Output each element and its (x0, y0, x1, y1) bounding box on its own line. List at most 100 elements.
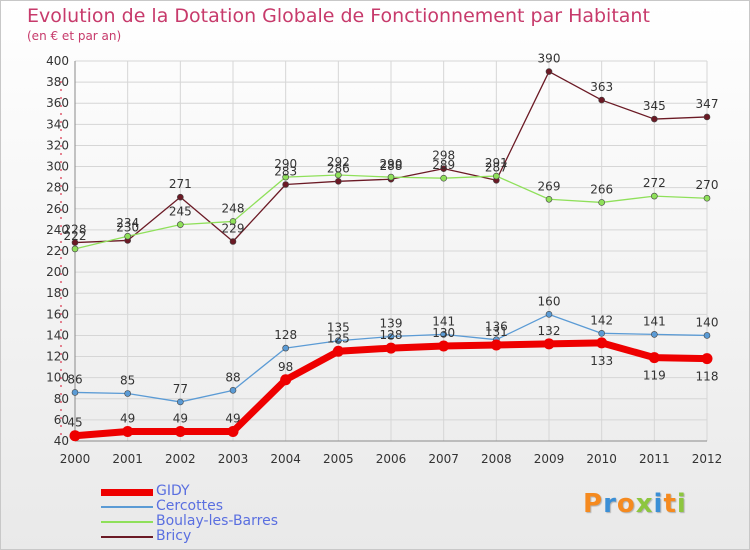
y-tick-label: 40 (54, 434, 69, 448)
data-point-cercottes (282, 344, 289, 352)
y-tick-label: 160 (46, 307, 69, 321)
x-tick-label: 2010 (586, 452, 617, 466)
x-tick-label: 2005 (323, 452, 354, 466)
logo-letter: x (635, 489, 654, 519)
y-tick-label: 200 (46, 265, 69, 279)
legend-swatch-bricy (101, 536, 153, 538)
y-tick-label: 80 (54, 392, 69, 406)
data-label-bricy: 283 (274, 165, 297, 179)
x-tick-label: 2009 (534, 452, 565, 466)
data-point-cercottes (335, 337, 342, 345)
x-tick-label: 2000 (60, 452, 91, 466)
data-point-boulay-les-barres (545, 195, 553, 203)
data-point-gidy (543, 338, 555, 350)
data-label-bricy: 286 (327, 161, 350, 175)
x-tick-label: 2008 (481, 452, 512, 466)
data-label-cercottes: 135 (327, 321, 350, 335)
data-label-boulay-les-barres: 290 (380, 157, 403, 171)
data-point-boulay-les-barres (598, 199, 605, 206)
legend-label-cercottes: Cercottes (156, 498, 223, 514)
legend-swatch-gidy (101, 488, 153, 496)
y-tick-label: 240 (46, 223, 69, 237)
data-label-gidy: 49 (173, 412, 188, 426)
data-point-bricy (703, 113, 711, 121)
data-label-boulay-les-barres: 291 (485, 156, 508, 170)
data-label-boulay-les-barres: 248 (222, 201, 245, 215)
data-point-boulay-les-barres (440, 174, 447, 182)
x-tick-label: 2007 (428, 452, 459, 466)
data-point-gidy (490, 339, 502, 351)
data-point-boulay-les-barres (493, 172, 500, 180)
data-label-bricy: 298 (432, 149, 455, 163)
y-tick-label: 60 (54, 413, 69, 427)
data-label-gidy: 133 (590, 354, 613, 368)
data-label-bricy: 228 (64, 223, 87, 237)
data-point-bricy (651, 115, 658, 123)
logo-letter: i (653, 489, 664, 519)
data-label-cercottes: 86 (67, 372, 82, 386)
data-point-bricy (545, 68, 553, 75)
data-point-gidy (69, 430, 81, 442)
data-label-boulay-les-barres: 234 (116, 216, 139, 230)
data-point-gidy (227, 426, 239, 437)
logo-letter: P (583, 489, 604, 519)
data-point-bricy (177, 193, 184, 201)
y-tick-label: 300 (46, 160, 69, 174)
logo-letter: r (603, 489, 617, 519)
logo-letter: t (663, 489, 677, 519)
y-tick-label: 100 (46, 371, 69, 385)
data-point-bricy (598, 96, 605, 104)
data-point-gidy (596, 337, 608, 349)
data-label-gidy: 119 (643, 369, 666, 383)
x-tick-label: 2006 (376, 452, 407, 466)
data-label-gidy: 45 (67, 416, 82, 430)
data-label-gidy: 128 (380, 328, 403, 342)
data-label-bricy: 390 (538, 52, 561, 66)
data-point-bricy (282, 181, 289, 188)
data-point-boulay-les-barres (229, 218, 237, 225)
data-point-cercottes (177, 398, 184, 406)
data-label-gidy: 98 (278, 360, 293, 374)
data-label-gidy: 49 (225, 412, 240, 426)
x-tick-label: 2003 (218, 452, 249, 466)
data-label-boulay-les-barres: 292 (327, 155, 350, 169)
data-label-cercottes: 142 (590, 313, 613, 327)
data-point-gidy (385, 342, 397, 354)
data-label-gidy: 125 (327, 331, 350, 345)
data-label-boulay-les-barres: 266 (590, 182, 613, 196)
data-label-boulay-les-barres: 222 (64, 229, 87, 243)
chart-title: Evolution de la Dotation Globale de Fonc… (27, 5, 650, 27)
data-point-gidy (701, 353, 713, 365)
data-label-bricy: 230 (116, 220, 139, 234)
data-point-cercottes (440, 331, 447, 338)
logo-letter: i (676, 489, 687, 519)
data-label-boulay-les-barres: 272 (643, 176, 666, 190)
x-tick-label: 2002 (165, 452, 196, 466)
data-label-gidy: 132 (538, 324, 561, 338)
y-tick-label: 380 (46, 75, 69, 89)
data-point-gidy (174, 426, 186, 437)
legend-swatch-cercottes (101, 506, 153, 508)
x-tick-label: 2011 (639, 452, 670, 466)
data-label-gidy: 131 (485, 325, 508, 339)
logo-letter: o (616, 489, 636, 519)
data-label-cercottes: 160 (538, 294, 561, 308)
y-tick-label: 260 (46, 202, 69, 216)
y-tick-label: 320 (46, 138, 69, 152)
data-point-bricy (335, 178, 342, 185)
data-label-bricy: 229 (222, 222, 245, 236)
legend-label-bricy: Bricy (156, 528, 192, 544)
data-label-boulay-les-barres: 289 (432, 158, 455, 172)
data-point-cercottes (71, 389, 79, 396)
data-point-cercottes (124, 390, 131, 397)
y-tick-label: 360 (46, 96, 69, 110)
data-label-gidy: 49 (120, 412, 135, 426)
y-tick-label: 280 (46, 181, 69, 195)
data-label-gidy: 118 (696, 370, 719, 384)
data-label-cercottes: 141 (643, 314, 666, 328)
y-tick-label: 180 (46, 286, 69, 300)
y-tick-label: 140 (46, 328, 69, 342)
data-label-bricy: 287 (485, 160, 508, 174)
